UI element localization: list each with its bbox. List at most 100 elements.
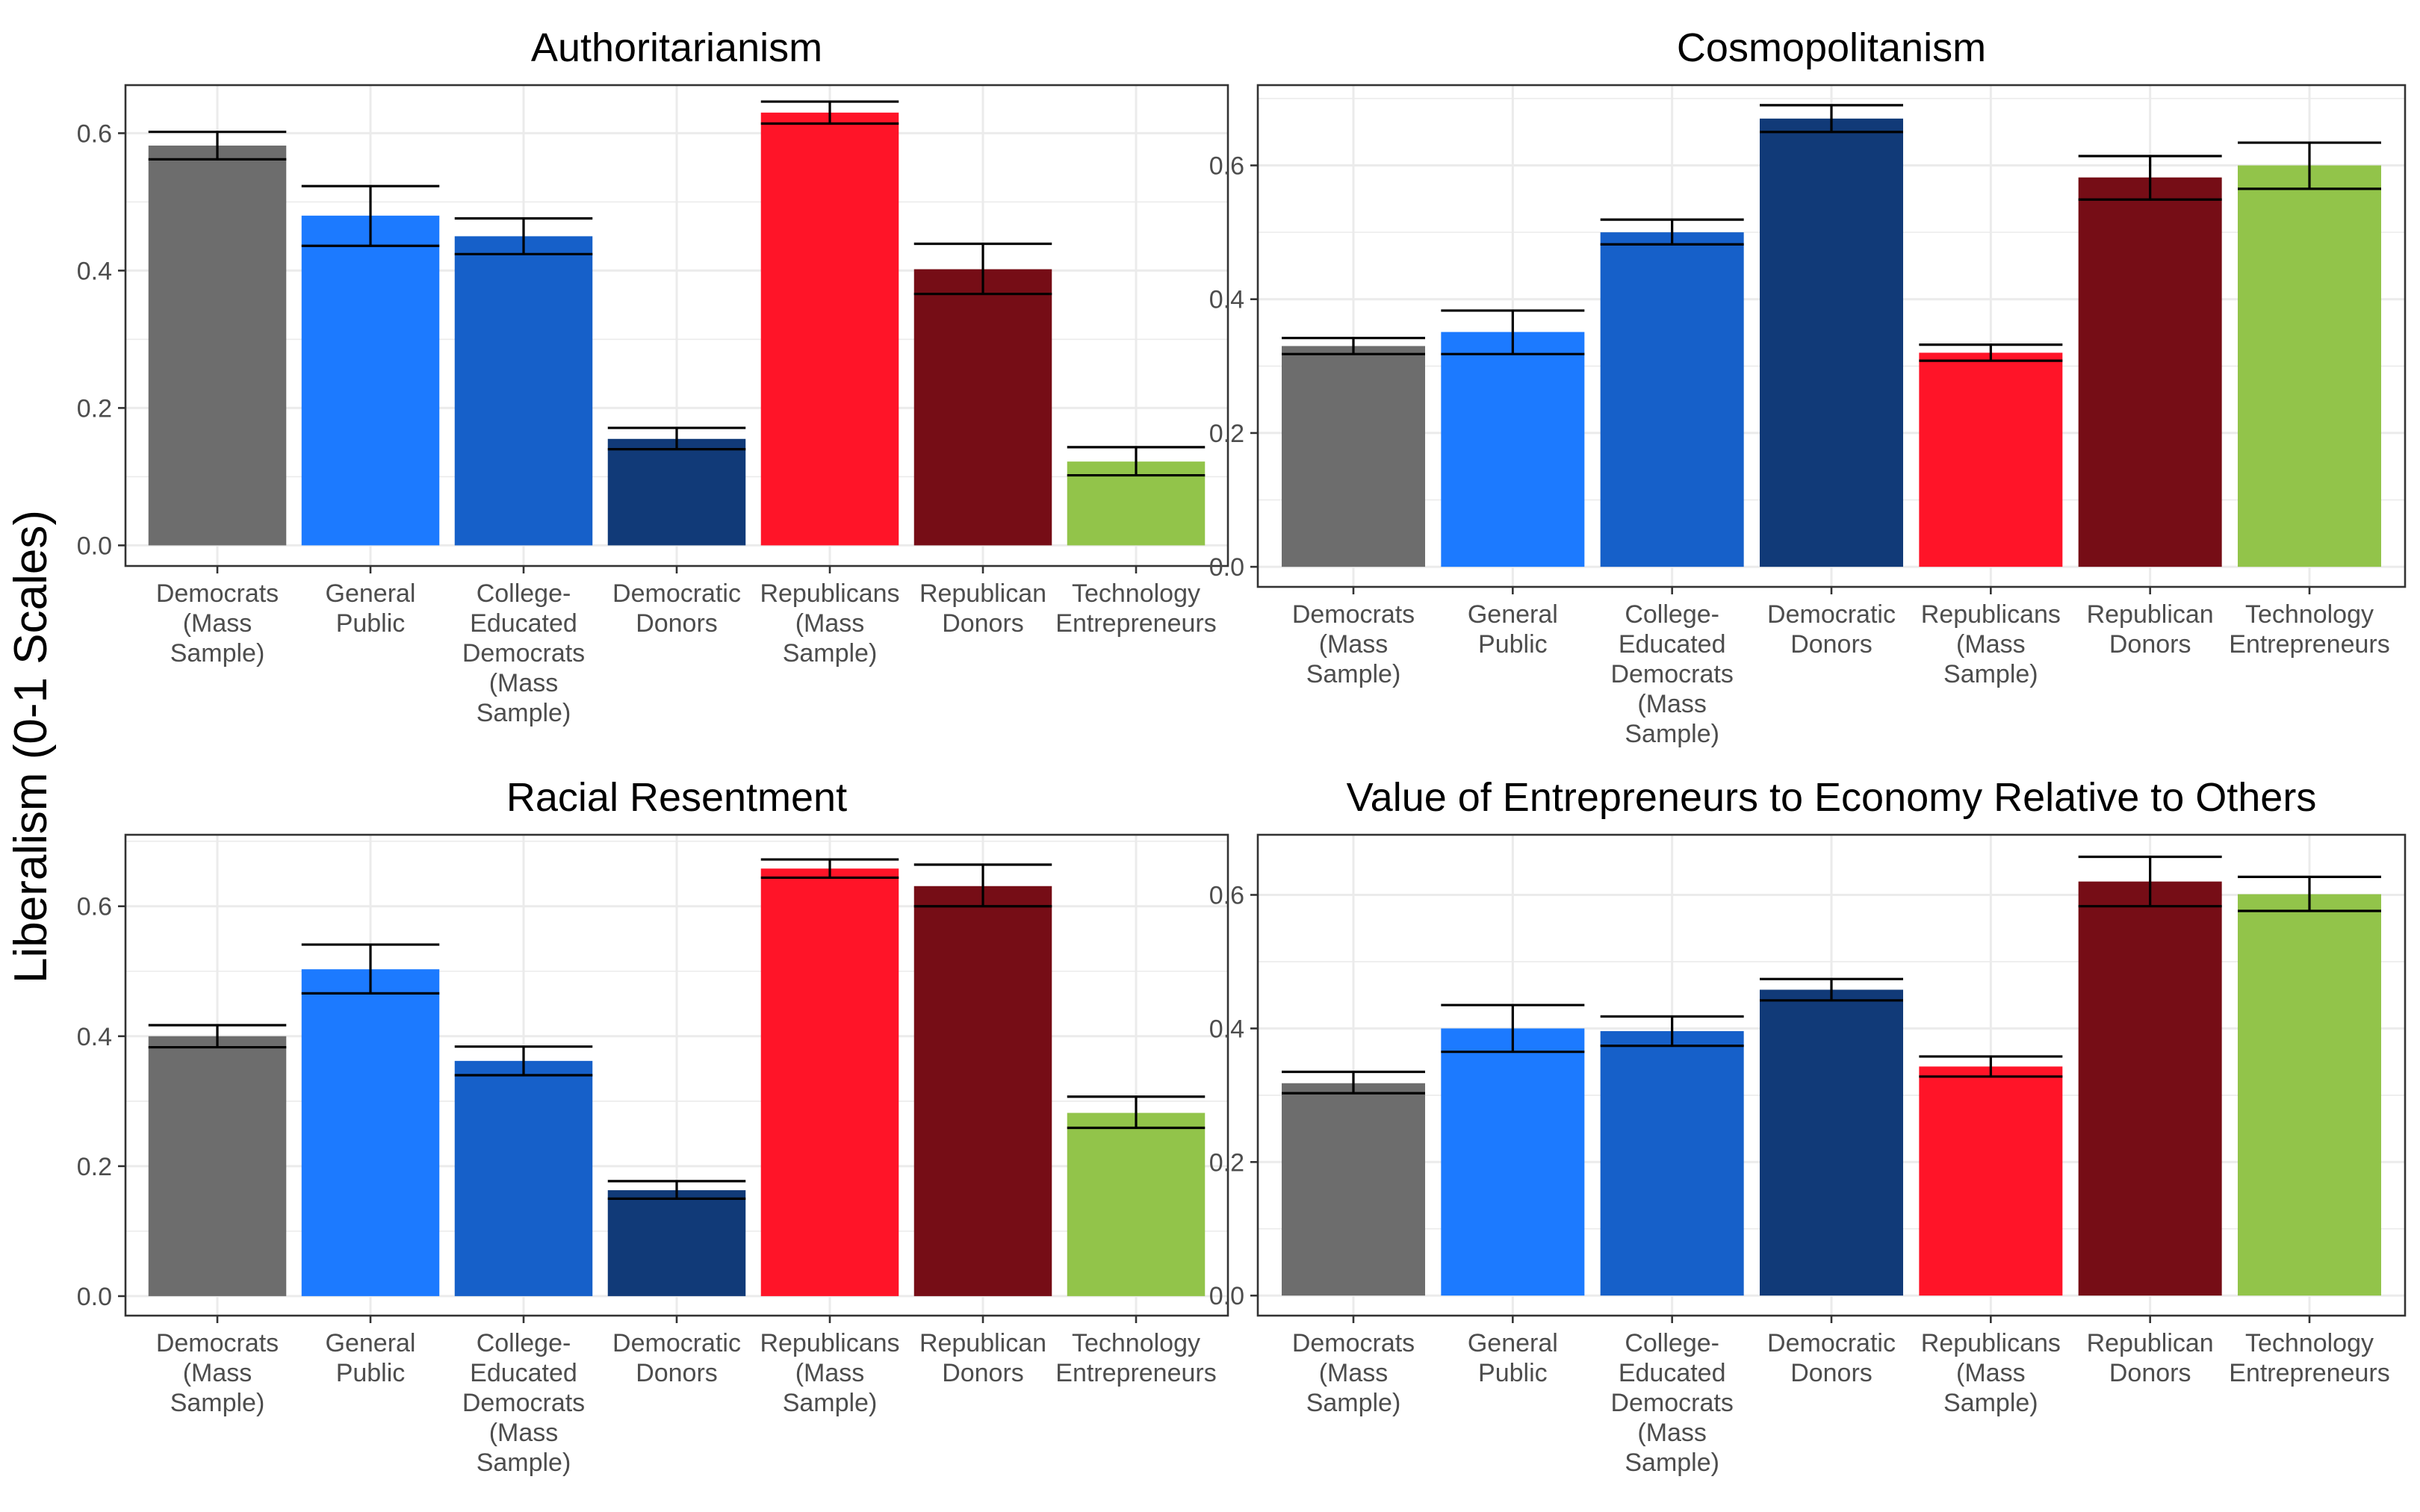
error-bar [760,100,899,125]
y-tick-label: 0.6 [77,893,112,921]
bar [607,438,746,546]
y-tick-label: 0.4 [77,1023,112,1051]
error-bar [1441,309,1585,355]
y-tick-label: 0.4 [1209,1015,1244,1043]
y-tick-label: 0.6 [1209,152,1244,181]
error-bar [2238,875,2381,912]
y-axis: 0.0 0.2 0.4 0.6 [1209,152,1258,582]
y-axis-title: Liberalism (0-1 Scales) [5,510,57,983]
bar [2078,881,2222,1296]
error-bar [1282,1070,1425,1095]
bar [913,886,1052,1296]
error-bar [2078,855,2222,908]
y-tick-label: 0.4 [77,257,112,285]
y-tick-label: 0.0 [1209,553,1244,582]
bar [148,1036,287,1296]
y-tick-label: 0.6 [1209,882,1244,910]
y-tick-label: 0.4 [1209,286,1244,314]
bar [301,215,440,546]
error-bar [1600,1015,1744,1048]
y-tick-label: 0.2 [77,394,112,423]
bar [1760,118,1903,567]
y-tick-label: 0.2 [77,1153,112,1181]
error-bar [1919,1055,2063,1078]
x-tick-label: Republicans (Mass Sample) [1921,600,2061,688]
error-bar [1919,343,2063,362]
error-bar [913,863,1052,908]
panel-title: Racial Resentment [506,775,847,820]
error-bar [2238,141,2381,190]
x-tick-label: General Public [326,1329,416,1387]
x-tick-label: Democrats (Mass Sample) [156,1329,279,1417]
x-tick-label: College-Educated Democrats (Mass Sample) [462,1329,585,1477]
x-axis: Democrats (Mass Sample) General Public Colleg… [156,566,1217,727]
x-tick-label: Democratic Donors [1767,600,1896,659]
x-axis: Democrats (Mass Sample) General Public Colleg… [1292,1316,2390,1477]
bar [1919,1066,2063,1296]
panel-cosmopolitanism: Cosmopolitanism 0.0 0.2 0.4 0.6 Democrats (Mas… [1209,25,2407,748]
bar [1600,232,1744,567]
x-tick-label: Republican Donors [919,579,1046,638]
bar [1919,352,2063,567]
panel-title: Cosmopolitanism [1677,25,1986,70]
bars [1282,118,2381,567]
panel-title: Authoritarianism [531,25,822,70]
error-bar [301,943,440,995]
x-tick-label: Democrats (Mass Sample) [1292,1329,1415,1417]
x-tick-label: Democratic Donors [1767,1329,1896,1387]
x-tick-label: Republican Donors [2087,1329,2214,1387]
error-bars [148,100,1206,477]
error-bar [1760,104,1903,134]
x-tick-label: General Public [326,579,416,638]
bar [1067,1113,1206,1296]
y-axis: 0.0 0.2 0.4 0.6 [77,119,125,560]
error-bar [2078,155,2222,201]
x-tick-label: Technology Entrepreneurs [2229,1329,2389,1387]
x-axis: Democrats (Mass Sample) General Public Colleg… [1292,587,2390,748]
bar [2078,177,2222,567]
x-tick-label: General Public [1468,600,1558,659]
error-bar [1067,1095,1206,1130]
bar [1600,1030,1744,1296]
bar [760,112,899,546]
x-tick-label: Democrats (Mass Sample) [1292,600,1415,688]
error-bar [1760,977,1903,1002]
error-bar [913,242,1052,296]
bar [1760,989,1903,1296]
panel-title: Value of Entrepreneurs to Economy Relati… [1347,775,2317,820]
x-tick-label: Republican Donors [2087,600,2214,659]
x-tick-label: Democratic Donors [612,1329,741,1387]
x-tick-label: Republicans (Mass Sample) [760,1329,899,1417]
panel-value-of-entrepreneurs: Value of Entrepreneurs to Economy Relati… [1209,775,2407,1477]
bar [454,236,593,546]
bars [148,868,1206,1296]
x-tick-label: Republican Donors [919,1329,1046,1387]
error-bar [607,426,746,451]
error-bars [148,858,1206,1200]
y-axis: 0.0 0.2 0.4 0.6 [1209,882,1258,1310]
y-tick-label: 0.0 [77,532,112,560]
chart-panels: Authoritarianism 0.0 0.2 0.4 0.6 Democrats (Ma… [77,25,2407,1477]
y-axis: 0.0 0.2 0.4 0.6 [77,893,125,1311]
y-tick-label: 0.2 [1209,1148,1244,1177]
bar [913,269,1052,546]
bar [2238,165,2381,567]
bar [607,1190,746,1296]
error-bar [454,217,593,255]
x-axis: Democrats (Mass Sample) General Public Colleg… [156,1316,1217,1477]
bar [454,1060,593,1296]
x-tick-label: Technology Entrepreneurs [1055,1329,1216,1387]
x-tick-label: Republicans (Mass Sample) [760,579,899,668]
error-bar [1282,337,1425,355]
error-bar [1441,1004,1585,1054]
x-tick-label: General Public [1468,1329,1558,1387]
x-tick-label: Technology Entrepreneurs [2229,600,2389,659]
bars [1282,881,2381,1296]
bar [2238,894,2381,1296]
x-tick-label: Democrats (Mass Sample) [156,579,279,668]
error-bar [1600,218,1744,246]
bar [1282,1083,1425,1296]
x-tick-label: Democratic Donors [612,579,741,638]
panel-racial-resentment: Racial Resentment 0.0 0.2 0.4 0.6 Democrats (M… [77,775,1229,1477]
panel-authoritarianism: Authoritarianism 0.0 0.2 0.4 0.6 Democrats (Ma… [77,25,1229,727]
